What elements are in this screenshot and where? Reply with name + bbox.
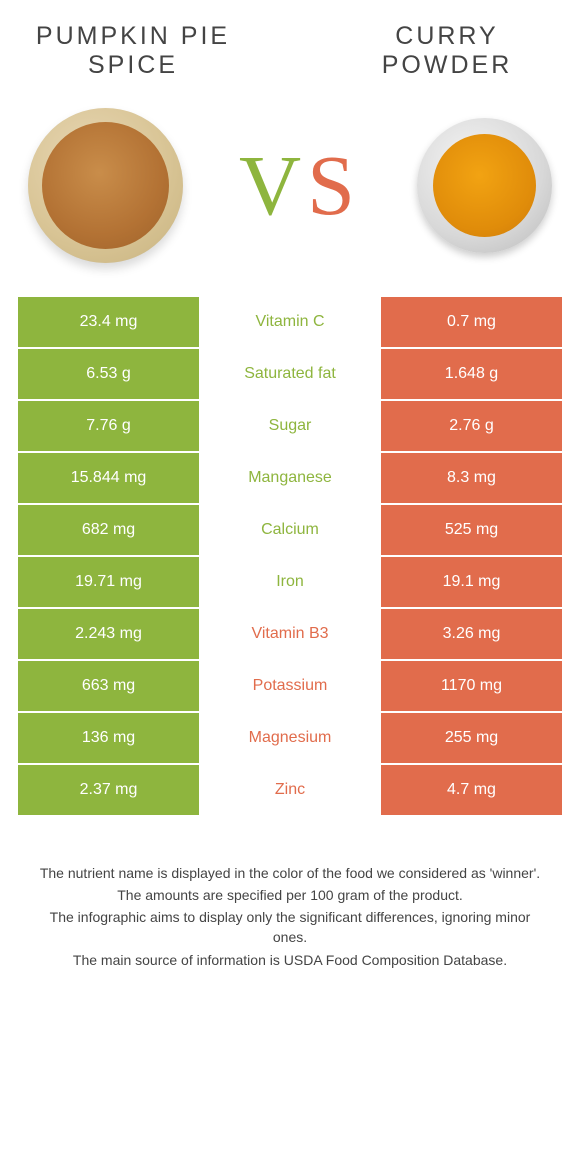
table-row: 2.37 mgZinc4.7 mg (18, 765, 562, 817)
right-value-cell: 0.7 mg (379, 297, 562, 347)
table-row: 2.243 mgVitamin B33.26 mg (18, 609, 562, 661)
vs-v: V (239, 135, 307, 235)
nutrient-name-cell: Sugar (201, 401, 379, 451)
right-value-cell: 525 mg (379, 505, 562, 555)
left-value-cell: 2.243 mg (18, 609, 201, 659)
nutrient-name-cell: Magnesium (201, 713, 379, 763)
right-value-cell: 8.3 mg (379, 453, 562, 503)
table-row: 7.76 gSugar2.76 g (18, 401, 562, 453)
left-value-cell: 2.37 mg (18, 765, 201, 815)
left-value-cell: 136 mg (18, 713, 201, 763)
left-value-cell: 23.4 mg (18, 297, 201, 347)
vs-s: S (307, 135, 361, 235)
title-right-line2: POWDER (382, 51, 513, 79)
table-row: 15.844 mgManganese8.3 mg (18, 453, 562, 505)
left-value-cell: 6.53 g (18, 349, 201, 399)
right-value-cell: 3.26 mg (379, 609, 562, 659)
nutrient-name-cell: Vitamin B3 (201, 609, 379, 659)
right-value-cell: 1.648 g (379, 349, 562, 399)
curry-powder-icon (417, 118, 552, 253)
nutrient-name-cell: Iron (201, 557, 379, 607)
left-value-cell: 19.71 mg (18, 557, 201, 607)
table-row: 136 mgMagnesium255 mg (18, 713, 562, 765)
footer-line-2: The amounts are specified per 100 gram o… (34, 885, 546, 905)
nutrient-name-cell: Calcium (201, 505, 379, 555)
left-value-cell: 7.76 g (18, 401, 201, 451)
pumpkin-pie-spice-icon (28, 108, 183, 263)
table-row: 663 mgPotassium1170 mg (18, 661, 562, 713)
vs-label: VS (239, 135, 361, 235)
nutrient-name-cell: Saturated fat (201, 349, 379, 399)
right-value-cell: 2.76 g (379, 401, 562, 451)
footer-line-1: The nutrient name is displayed in the co… (34, 863, 546, 883)
table-row: 6.53 gSaturated fat1.648 g (18, 349, 562, 401)
nutrient-name-cell: Zinc (201, 765, 379, 815)
table-row: 682 mgCalcium525 mg (18, 505, 562, 557)
title-right-line1: CURRY (395, 22, 498, 50)
right-value-cell: 1170 mg (379, 661, 562, 711)
item-right-title: CURRY POWDER (332, 22, 562, 80)
table-row: 23.4 mgVitamin C0.7 mg (18, 297, 562, 349)
table-row: 19.71 mgIron19.1 mg (18, 557, 562, 609)
title-left-line1: PUMPKIN PIE (36, 22, 230, 50)
item-left-title: PUMPKIN PIE SPICE (18, 22, 248, 80)
right-value-cell: 255 mg (379, 713, 562, 763)
title-left-line2: SPICE (88, 51, 178, 79)
comparison-table: 23.4 mgVitamin C0.7 mg6.53 gSaturated fa… (18, 297, 562, 817)
nutrient-name-cell: Manganese (201, 453, 379, 503)
footer-line-4: The main source of information is USDA F… (34, 950, 546, 970)
nutrient-name-cell: Vitamin C (201, 297, 379, 347)
nutrient-name-cell: Potassium (201, 661, 379, 711)
right-value-cell: 4.7 mg (379, 765, 562, 815)
left-value-cell: 663 mg (18, 661, 201, 711)
footer-notes: The nutrient name is displayed in the co… (18, 863, 562, 970)
right-value-cell: 19.1 mg (379, 557, 562, 607)
left-value-cell: 15.844 mg (18, 453, 201, 503)
left-value-cell: 682 mg (18, 505, 201, 555)
hero-row: VS (18, 108, 562, 263)
footer-line-3: The infographic aims to display only the… (34, 907, 546, 948)
